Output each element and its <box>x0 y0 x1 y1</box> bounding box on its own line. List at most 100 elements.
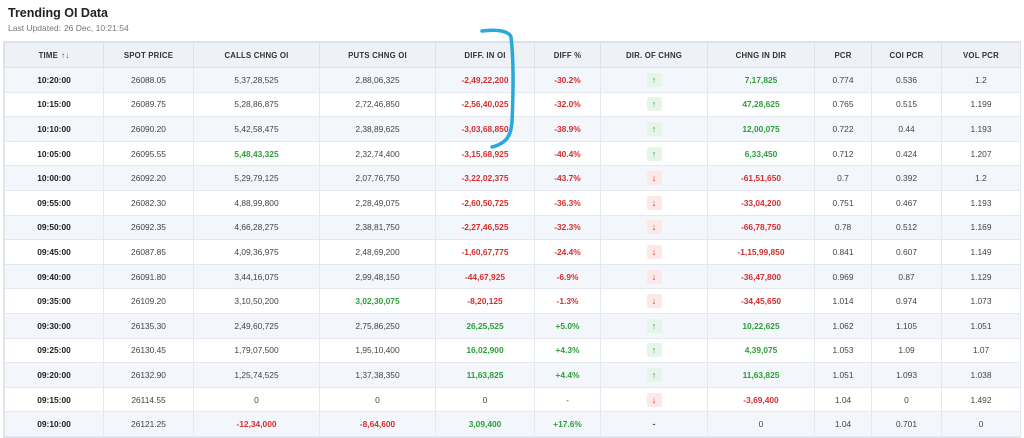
last-updated-label: Last Updated: <box>8 23 61 33</box>
cell-puts-chng-oi: 2,07,76,750 <box>319 165 436 191</box>
cell-spot-price: 26087.85 <box>103 239 194 265</box>
cell-coi-pcr: 0.515 <box>871 91 942 118</box>
sort-icon[interactable]: ↑↓ <box>61 50 70 60</box>
cell-puts-chng-oi: 1,37,38,350 <box>319 362 436 388</box>
last-updated-value: 26 Dec, 10:21:54 <box>63 23 129 33</box>
table-body: 10:20:00 26088.05 5,37,28,525 2,88,06,325 -2… <box>4 67 1021 437</box>
cell-dir-of-chng: ↓ <box>600 189 708 216</box>
cell-puts-chng-oi: 2,75,86,250 <box>319 312 436 339</box>
cell-calls-chng-oi: 3,10,50,200 <box>193 288 320 314</box>
cell-calls-chng-oi: 1,25,74,525 <box>193 362 320 388</box>
arrow-down-icon: ↓ <box>646 392 662 407</box>
cell-chng-in-dir: 4,39,075 <box>707 337 815 364</box>
cell-vol-pcr: 1.492 <box>941 386 1021 413</box>
cell-pcr: 0.78 <box>814 214 872 241</box>
arrow-up-icon: ↑ <box>646 146 662 161</box>
cell-puts-chng-oi: 1,95,10,400 <box>319 337 436 364</box>
cell-puts-chng-oi: 2,88,06,325 <box>319 67 436 93</box>
table-row: 10:00:00 26092.20 5,29,79,125 2,07,76,750 -3… <box>4 165 1021 191</box>
cell-vol-pcr: 1.2 <box>941 165 1021 191</box>
cell-calls-chng-oi: 4,66,28,275 <box>193 214 320 241</box>
table-row: 09:20:00 26132.90 1,25,74,525 1,37,38,350 11… <box>4 362 1021 388</box>
page-title: Trending OI Data <box>8 6 109 20</box>
cell-calls-chng-oi: 4,09,36,975 <box>193 239 320 265</box>
cell-vol-pcr: 1.207 <box>941 140 1021 167</box>
cell-diff-in-oi: 3,09,400 <box>435 411 535 437</box>
cell-puts-chng-oi: 2,48,69,200 <box>319 239 436 265</box>
dash-icon: - <box>652 419 656 430</box>
cell-pcr: 1.062 <box>814 312 872 339</box>
cell-coi-pcr: 0.701 <box>871 411 942 437</box>
cell-coi-pcr: 0 <box>871 386 942 413</box>
cell-time: 09:50:00 <box>4 214 104 241</box>
arrow-up-icon: ↑ <box>646 72 662 87</box>
cell-calls-chng-oi: 5,42,58,475 <box>193 116 320 142</box>
arrow-down-icon: ↓ <box>646 195 662 210</box>
cell-chng-in-dir: -66,78,750 <box>707 214 815 241</box>
cell-spot-price: 26135.30 <box>103 312 194 339</box>
cell-dir-of-chng: ↑ <box>600 312 708 339</box>
cell-vol-pcr: 1.2 <box>941 67 1021 93</box>
cell-puts-chng-oi: 2,72,46,850 <box>319 91 436 118</box>
cell-diff-in-oi: 0 <box>435 386 535 413</box>
cell-pcr: 0.751 <box>814 189 872 216</box>
cell-pcr: 0.774 <box>814 67 872 93</box>
column-header-calls-chng-oi: CALLS CHNG OI <box>193 42 320 68</box>
cell-vol-pcr: 1.129 <box>941 263 1021 290</box>
cell-diff-in-oi: -3,03,68,850 <box>435 116 535 142</box>
cell-pcr: 1.04 <box>814 411 872 437</box>
trending-oi-table: TIME ↑↓ SPOT PRICE CALLS CHNG OI PUTS CHN… <box>4 42 1021 437</box>
cell-pcr: 0.969 <box>814 263 872 290</box>
cell-vol-pcr: 1.073 <box>941 288 1021 314</box>
cell-coi-pcr: 0.536 <box>871 67 942 93</box>
cell-calls-chng-oi: 1,79,07,500 <box>193 337 320 364</box>
cell-vol-pcr: 1.193 <box>941 189 1021 216</box>
cell-coi-pcr: 0.392 <box>871 165 942 191</box>
column-header-time[interactable]: TIME ↑↓ <box>4 42 104 68</box>
trending-oi-table-container: TIME ↑↓ SPOT PRICE CALLS CHNG OI PUTS CHN… <box>3 41 1021 438</box>
column-header-spot-price: SPOT PRICE <box>103 42 194 68</box>
cell-dir-of-chng: ↑ <box>600 337 708 364</box>
cell-dir-of-chng: ↓ <box>600 288 708 314</box>
cell-diff-in-oi: -8,20,125 <box>435 288 535 314</box>
cell-dir-of-chng: ↓ <box>600 263 708 290</box>
arrow-down-icon: ↓ <box>646 244 662 259</box>
column-header-label: TIME <box>38 50 59 60</box>
cell-vol-pcr: 1.199 <box>941 91 1021 118</box>
cell-chng-in-dir: -61,51,650 <box>707 165 815 191</box>
cell-coi-pcr: 0.87 <box>871 263 942 290</box>
table-row: 09:30:00 26135.30 2,49,60,725 2,75,86,250 26… <box>4 312 1021 339</box>
column-header-chng-in-dir: CHNG IN DIR <box>707 42 815 68</box>
cell-puts-chng-oi: 2,99,48,150 <box>319 263 436 290</box>
column-header-puts-chng-oi: PUTS CHNG OI <box>319 42 436 68</box>
cell-diff-pct: -32.3% <box>534 214 601 241</box>
cell-chng-in-dir: -33,04,200 <box>707 189 815 216</box>
cell-dir-of-chng: ↓ <box>600 165 708 191</box>
cell-time: 09:35:00 <box>4 288 104 314</box>
cell-dir-of-chng: ↓ <box>600 386 708 413</box>
cell-dir-of-chng: - <box>600 411 708 437</box>
cell-vol-pcr: 1.051 <box>941 312 1021 339</box>
cell-diff-in-oi: -2,27,46,525 <box>435 214 535 241</box>
cell-dir-of-chng: ↓ <box>600 239 708 265</box>
cell-pcr: 1.053 <box>814 337 872 364</box>
cell-chng-in-dir: -34,45,650 <box>707 288 815 314</box>
cell-diff-in-oi: -3,15,68,925 <box>435 140 535 167</box>
table-row: 09:25:00 26130.45 1,79,07,500 1,95,10,400 16… <box>4 337 1021 364</box>
cell-puts-chng-oi: 2,38,89,625 <box>319 116 436 142</box>
cell-diff-in-oi: -2,60,50,725 <box>435 189 535 216</box>
column-header-coi-pcr: COI PCR <box>871 42 942 68</box>
cell-diff-pct: -32.0% <box>534 91 601 118</box>
page-header: Trending OI Data Last Updated: 26 Dec, 10… <box>8 6 132 33</box>
cell-spot-price: 26091.80 <box>103 263 194 290</box>
cell-pcr: 0.841 <box>814 239 872 265</box>
cell-diff-pct: +4.4% <box>534 362 601 388</box>
cell-vol-pcr: 1.149 <box>941 239 1021 265</box>
cell-time: 09:20:00 <box>4 362 104 388</box>
cell-chng-in-dir: 47,28,625 <box>707 91 815 118</box>
cell-vol-pcr: 1.07 <box>941 337 1021 364</box>
table-row: 09:40:00 26091.80 3,44,16,075 2,99,48,150 -4… <box>4 263 1021 290</box>
table-row: 10:20:00 26088.05 5,37,28,525 2,88,06,325 -2… <box>4 67 1021 93</box>
arrow-down-icon: ↓ <box>646 269 662 284</box>
cell-pcr: 1.014 <box>814 288 872 314</box>
